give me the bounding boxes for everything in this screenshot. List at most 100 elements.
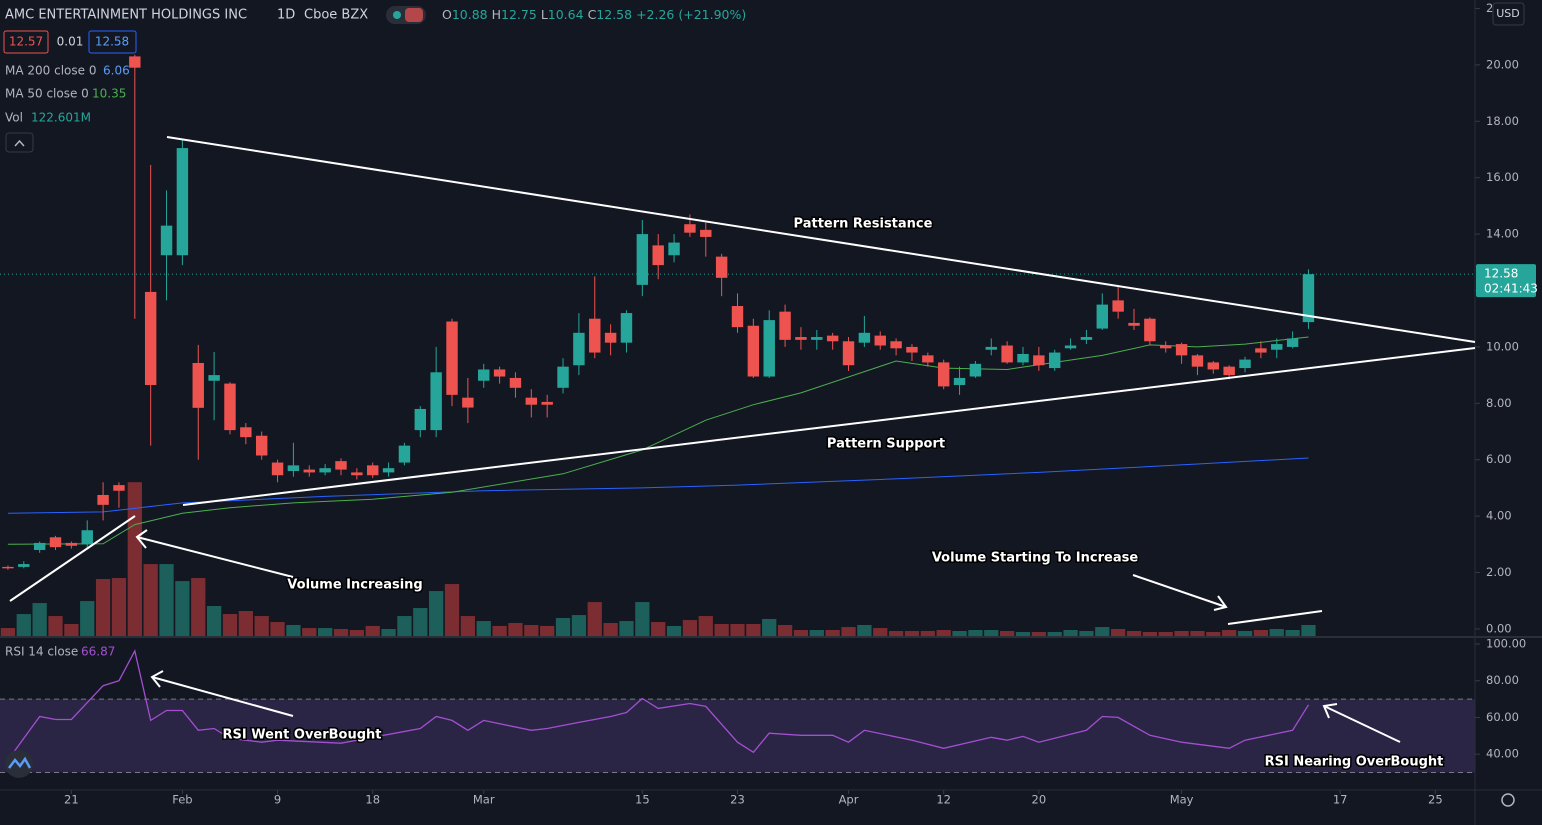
candle-body <box>589 318 601 353</box>
annotation: RSI Went OverBought <box>222 728 381 743</box>
candle-body <box>1160 345 1172 349</box>
candle-body <box>541 401 553 405</box>
candle-body <box>1286 338 1299 347</box>
bid: 12.57 <box>9 35 43 49</box>
candle-body <box>811 337 823 340</box>
bid-box[interactable] <box>3 30 49 54</box>
volume-bar <box>444 584 460 636</box>
plot-area <box>0 54 1475 774</box>
volume-bar <box>95 579 111 636</box>
volume-bar <box>587 602 602 636</box>
candle-body <box>652 245 664 266</box>
volume-bar <box>1190 630 1205 636</box>
arrow-head <box>1213 595 1228 611</box>
y-tick-label: 2.00 <box>1486 565 1512 579</box>
volume-bar <box>238 611 253 636</box>
interval: 1D <box>277 8 295 23</box>
price-tag-value: 12.58 <box>1484 267 1518 281</box>
candle-body <box>700 229 712 237</box>
volume-bar <box>1269 629 1284 636</box>
candle-body <box>351 472 363 476</box>
candle-body <box>1096 304 1108 329</box>
volume-bar <box>936 629 951 636</box>
candle-body <box>826 335 839 342</box>
volume-bar <box>159 564 174 636</box>
currency-box[interactable] <box>1492 2 1525 26</box>
x-tick-label: Feb <box>172 793 192 807</box>
candle-body <box>493 369 506 377</box>
candle-body <box>1048 352 1061 369</box>
candle-body <box>1001 345 1013 363</box>
candle-body <box>1064 345 1077 349</box>
volume-bar <box>1253 629 1269 636</box>
volume-bar <box>270 622 285 636</box>
x-tick-label: 18 <box>365 793 380 807</box>
rsi-legend-name: RSI 14 close <box>5 645 78 659</box>
candle-body <box>478 369 490 381</box>
candle-body <box>953 377 966 385</box>
volume-bar <box>333 629 349 636</box>
candle-body <box>430 372 442 431</box>
collapse-button[interactable] <box>5 132 34 153</box>
y-tick-label: 10.00 <box>1486 339 1519 353</box>
x-tick-label: 15 <box>635 793 650 807</box>
volume-bar <box>365 625 380 636</box>
candle-body <box>557 366 569 388</box>
candle-body <box>113 485 125 491</box>
exchange: Cboe BZX <box>304 8 368 23</box>
legend-value: 6.06 <box>103 64 130 78</box>
volume-bar <box>524 624 539 636</box>
volume-bar <box>286 624 301 636</box>
volume-bar <box>777 624 793 636</box>
ohlc-legend: O10.88 H12.75 L10.64 C12.58 +2.26 (+21.9… <box>442 7 746 22</box>
arrow-head <box>150 670 164 688</box>
candle-body <box>1255 348 1267 353</box>
arrow <box>136 536 294 578</box>
volume-bar <box>762 618 777 636</box>
volume-bar <box>32 603 47 636</box>
drawings <box>9 136 1476 743</box>
arrow-head <box>1322 703 1338 719</box>
ohlc-value: 10.64 <box>548 7 584 22</box>
candle-body <box>1128 322 1140 326</box>
resistance-line <box>166 136 1476 343</box>
settings-icon[interactable] <box>1501 793 1515 807</box>
volume-bar <box>64 623 79 636</box>
price-tag-box <box>1476 264 1536 298</box>
candle-body <box>1302 274 1315 323</box>
candle-body <box>509 377 522 388</box>
candle-body <box>937 362 950 387</box>
volume-bar <box>555 617 571 636</box>
volume-bar <box>1126 630 1142 636</box>
rsi-line <box>7 649 1310 761</box>
volume-bar <box>460 616 476 636</box>
x-tick-label: 17 <box>1333 793 1348 807</box>
y-tick-label: 18.00 <box>1486 114 1519 128</box>
arrow <box>1323 705 1401 743</box>
collapse-icon <box>14 139 25 147</box>
volume-bar <box>1206 631 1221 636</box>
volume-bar <box>1095 627 1110 636</box>
candle-body <box>525 397 538 405</box>
volume-bar <box>1301 625 1316 636</box>
candle-body <box>446 321 458 395</box>
legend-value: 122.601M <box>31 111 91 125</box>
volume-bar <box>429 591 444 636</box>
candle-body <box>414 408 427 431</box>
volume-bar <box>0 628 16 636</box>
volume-bar <box>127 482 142 636</box>
volume-bar <box>825 629 840 636</box>
candle-body <box>65 542 78 546</box>
volume-bar <box>698 616 713 636</box>
currency: USD <box>1496 7 1520 20</box>
candle-body <box>176 148 189 256</box>
volume-bar <box>730 623 745 636</box>
ma-line <box>7 336 1309 545</box>
ohlc-value: 12.58 <box>596 7 632 22</box>
ohlc-letter: H <box>492 7 501 22</box>
candle-body <box>747 325 760 377</box>
ohlc-value: 10.88 <box>452 7 488 22</box>
candle-body <box>795 337 807 340</box>
candle-body <box>1223 366 1235 376</box>
ask-box[interactable] <box>88 30 137 54</box>
